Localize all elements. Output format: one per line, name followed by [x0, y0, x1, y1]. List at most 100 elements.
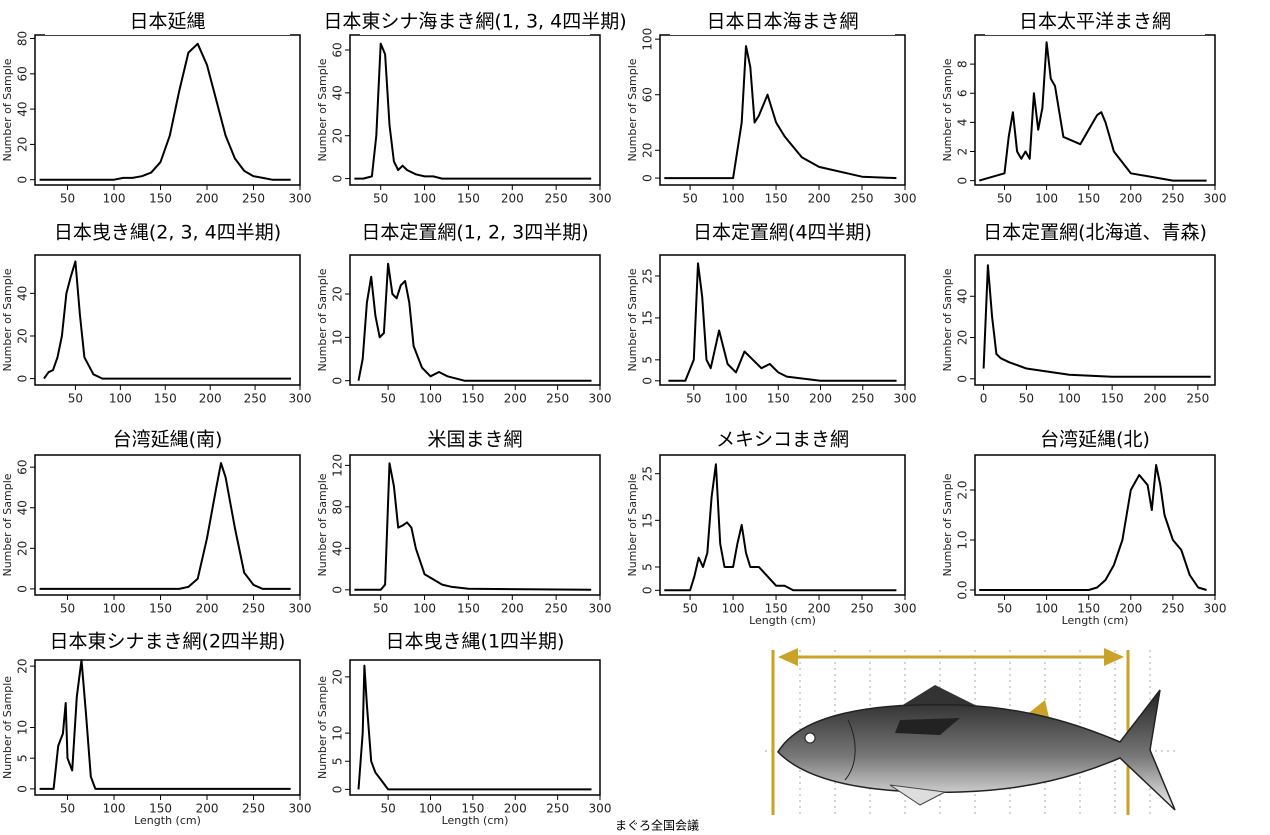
- y-tick-label: 25: [641, 268, 655, 283]
- x-tick-label: 300: [589, 802, 612, 816]
- data-line: [39, 659, 291, 790]
- chart-title: 米国まき網: [427, 429, 522, 451]
- x-tick-label: 50: [60, 602, 75, 616]
- x-tick-label: 150: [154, 392, 177, 406]
- x-tick-label: 50: [380, 392, 395, 406]
- x-tick-label: 100: [419, 392, 442, 406]
- data-line: [668, 262, 897, 382]
- y-tick-label: 0: [331, 377, 345, 385]
- x-tick-label: 200: [501, 192, 524, 206]
- title-bg: [360, 9, 590, 35]
- x-tick-label: 100: [722, 192, 745, 206]
- y-tick-label: 40: [16, 101, 30, 116]
- data-line: [357, 262, 592, 382]
- x-tick-label: 100: [413, 192, 436, 206]
- y-tick-label: 0: [641, 587, 655, 595]
- footer: まぐろ全国会議: [615, 818, 699, 832]
- y-tick-label: 8: [956, 60, 970, 68]
- title-bg: [360, 427, 590, 453]
- y-axis-label: Number of Sample: [316, 58, 329, 161]
- y-tick-label: 20: [641, 143, 655, 158]
- y-tick-label: 20: [16, 658, 30, 673]
- y-tick-label: 120: [331, 454, 345, 477]
- chart-title: 日本曳き縄(1四半期): [386, 631, 565, 653]
- x-tick-label: 200: [1119, 602, 1142, 616]
- x-tick-label: 300: [894, 392, 917, 406]
- y-tick-label: 60: [641, 87, 655, 102]
- x-tick-label: 250: [242, 602, 265, 616]
- x-tick-label: 300: [289, 192, 312, 206]
- y-axis-label: Number of Sample: [626, 268, 639, 371]
- title-bg: [45, 629, 290, 655]
- y-tick-label: 5: [331, 757, 345, 765]
- y-tick-label: 60: [16, 460, 30, 475]
- y-tick-label: 5: [16, 754, 30, 762]
- x-tick-label: 300: [589, 192, 612, 206]
- x-tick-label: 200: [196, 602, 219, 616]
- y-tick-label: 20: [16, 541, 30, 556]
- x-tick-label: 200: [504, 802, 527, 816]
- x-tick-label: 100: [413, 602, 436, 616]
- x-tick-label: 200: [1144, 392, 1167, 406]
- x-tick-label: 100: [722, 602, 745, 616]
- chart-title: 日本曳き縄(2, 3, 4四半期): [54, 222, 281, 244]
- y-tick-label: 0: [331, 175, 345, 183]
- chart-title: 日本定置網(4四半期): [693, 222, 872, 244]
- title-bg: [670, 427, 895, 453]
- chart-title: 日本定置網(北海道、青森): [983, 222, 1207, 244]
- y-tick-label: 0: [641, 377, 655, 385]
- x-tick-label: 250: [545, 192, 568, 206]
- x-axis-label: Length (cm): [749, 614, 816, 627]
- y-tick-label: 10: [16, 720, 30, 735]
- y-tick-label: 20: [331, 669, 345, 684]
- x-axis-label: Length (cm): [1062, 614, 1129, 627]
- x-tick-label: 250: [242, 192, 265, 206]
- y-axis-label: Number of Sample: [941, 473, 954, 576]
- plot-frame: [974, 454, 1216, 596]
- y-tick-label: 2: [956, 148, 970, 156]
- data-line: [982, 264, 1211, 378]
- y-tick-label: 0: [331, 586, 345, 594]
- x-tick-label: 50: [682, 602, 697, 616]
- y-axis-label: Number of Sample: [1, 473, 14, 576]
- title-bg: [360, 220, 590, 246]
- x-tick-label: 100: [103, 602, 126, 616]
- x-tick-label: 150: [149, 602, 172, 616]
- x-tick-label: 150: [149, 802, 172, 816]
- plot-frame: [659, 34, 906, 186]
- x-tick-label: 100: [725, 392, 748, 406]
- y-tick-label: 5: [641, 356, 655, 364]
- x-tick-label: 100: [419, 802, 442, 816]
- data-line: [39, 42, 291, 181]
- data-line: [43, 260, 291, 380]
- x-tick-label: 150: [1101, 392, 1124, 406]
- y-axis-label: Number of Sample: [316, 676, 329, 779]
- x-tick-label: 300: [1204, 192, 1227, 206]
- x-tick-label: 0: [980, 392, 988, 406]
- data-line: [39, 462, 291, 590]
- x-tick-label: 250: [851, 602, 874, 616]
- plot-frame: [974, 34, 1216, 186]
- y-tick-label: 40: [956, 289, 970, 304]
- plot-frame: [34, 454, 301, 596]
- chart-title: 日本東シナ海まき網(1, 3, 4四半期): [323, 11, 626, 33]
- x-tick-label: 150: [765, 602, 788, 616]
- y-tick-label: 80: [16, 31, 30, 46]
- title-bg: [45, 9, 290, 35]
- x-tick-label: 250: [546, 802, 569, 816]
- x-tick-label: 150: [461, 392, 484, 406]
- chart-title: 日本定置網(1, 2, 3四半期): [361, 222, 588, 244]
- y-tick-label: 40: [331, 85, 345, 100]
- x-axis-label: Length (cm): [134, 814, 201, 827]
- y-tick-label: 40: [16, 286, 30, 301]
- x-tick-label: 150: [461, 802, 484, 816]
- plot-frame: [659, 254, 906, 386]
- x-tick-label: 300: [289, 802, 312, 816]
